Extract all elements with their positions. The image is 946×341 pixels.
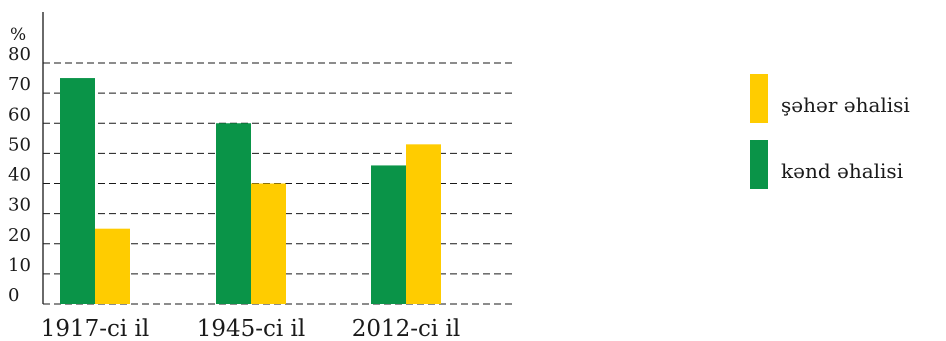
y-tick-label: 40 — [8, 165, 31, 186]
y-tick-label: 50 — [8, 134, 31, 155]
y-axis-unit-label: % — [10, 25, 26, 45]
x-category-label: 2012-ci il — [352, 316, 461, 341]
y-tick-label: 60 — [8, 104, 31, 125]
x-category-labels: 1917-ci il 1945-ci il 2012-ci il — [41, 316, 461, 341]
y-tick-label: 70 — [8, 74, 31, 95]
bar — [406, 144, 441, 304]
legend: şəhər əhalisi kənd əhalisi — [750, 74, 910, 189]
bar — [95, 228, 130, 304]
y-tick-label: 10 — [8, 255, 31, 276]
legend-label: kənd əhalisi — [781, 159, 903, 183]
legend-swatch — [750, 74, 768, 123]
bar — [251, 183, 286, 304]
y-tick-label: 20 — [8, 225, 31, 246]
bar — [60, 78, 95, 304]
y-tick-label: 30 — [8, 195, 31, 216]
y-tick-label: 0 — [8, 285, 19, 306]
bars — [60, 78, 441, 304]
y-tick-labels: 0 10 20 30 40 50 60 70 80 — [8, 44, 31, 306]
legend-swatch — [750, 140, 768, 189]
y-tick-label: 80 — [8, 44, 31, 65]
x-category-label: 1917-ci il — [41, 316, 150, 341]
x-category-label: 1945-ci il — [197, 316, 306, 341]
bar — [371, 165, 406, 304]
bar — [216, 123, 251, 304]
legend-label: şəhər əhalisi — [781, 93, 910, 117]
